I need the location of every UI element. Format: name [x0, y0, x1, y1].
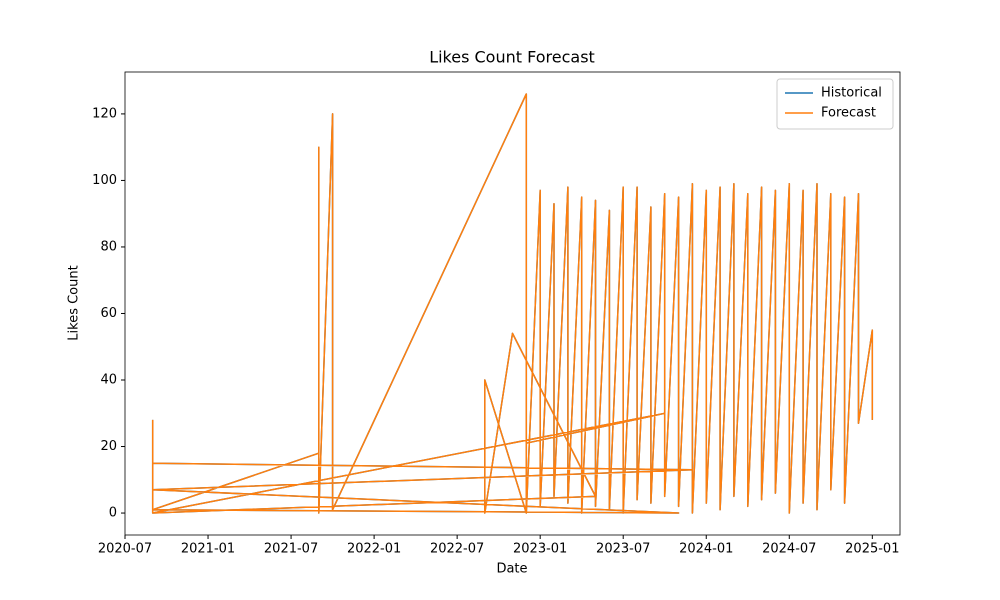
x-tick-label: 2023-01 — [513, 542, 567, 557]
x-tick-label: 2024-01 — [679, 542, 733, 557]
legend-box — [776, 78, 894, 130]
y-tick-label: 100 — [92, 173, 117, 188]
x-tick-label: 2021-07 — [264, 542, 318, 557]
y-axis-label: Likes Count — [67, 265, 82, 340]
legend-label: Forecast — [821, 106, 876, 121]
y-tick-label: 80 — [100, 239, 117, 254]
x-tick-label: 2025-01 — [845, 542, 899, 557]
y-tick-label: 120 — [92, 106, 117, 121]
legend-label: Historical — [821, 86, 882, 101]
x-tick-label: 2023-07 — [596, 542, 650, 557]
x-axis-label: Date — [496, 562, 527, 577]
chart-title: Likes Count Forecast — [429, 48, 595, 67]
x-tick-label: 2020-07 — [98, 542, 152, 557]
x-tick-label: 2021-01 — [181, 542, 235, 557]
y-tick-label: 0 — [109, 506, 117, 521]
y-tick-label: 40 — [100, 373, 117, 388]
y-tick-label: 60 — [100, 306, 117, 321]
y-tick-label: 20 — [100, 439, 117, 454]
plot-frame — [124, 71, 901, 536]
x-tick-label: 2024-07 — [762, 542, 816, 557]
series-line — [151, 93, 874, 514]
x-tick-label: 2022-01 — [347, 542, 401, 557]
x-tick-label: 2022-07 — [430, 542, 484, 557]
